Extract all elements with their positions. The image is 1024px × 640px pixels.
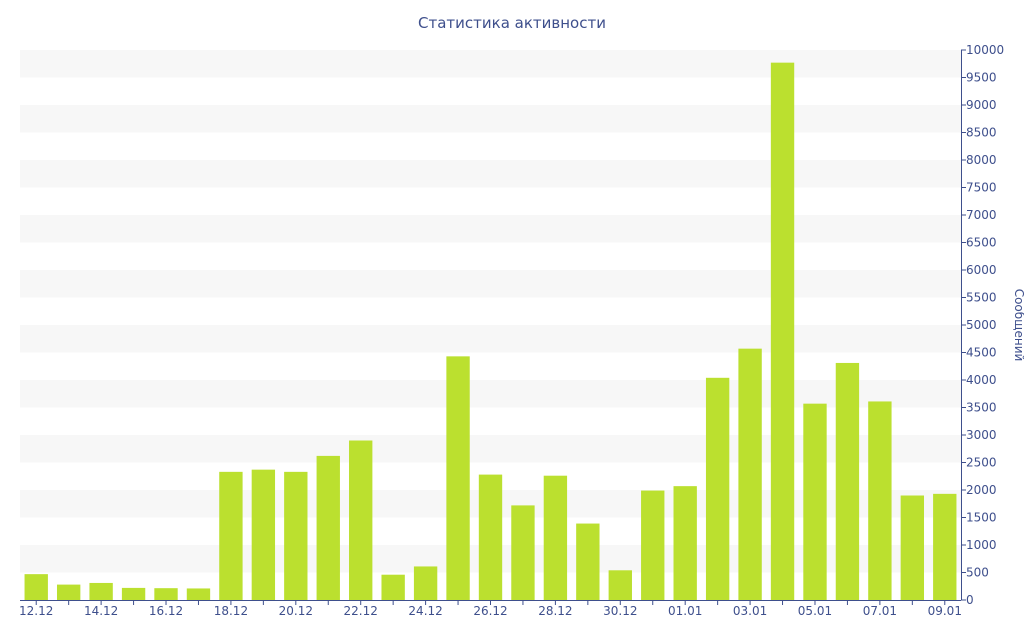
y-axis-title: Сообщений [1012,289,1024,362]
x-tick-label: 05.01 [798,604,832,618]
bar-06.01 [835,362,860,600]
bar-01.01 [673,486,697,600]
bar-17.12 [186,588,211,600]
y-tick-label: 6000 [966,263,997,277]
x-tick-label: 14.12 [84,604,118,618]
x-tick-label: 03.01 [733,604,767,618]
x-tick-label: 12.12 [19,604,53,618]
y-tick-label: 1500 [966,511,997,525]
bar-30.12 [608,570,632,600]
x-tick-label: 18.12 [214,604,248,618]
x-tick-label: 07.01 [863,604,897,618]
bar-26.12 [478,474,503,600]
bar-20.12 [284,471,308,600]
y-tick-label: 3500 [966,401,997,415]
bar-21.12 [316,455,340,600]
y-tick-label: 2000 [966,483,997,497]
bar-02.01 [705,377,730,600]
y-tick-label: 500 [966,566,989,580]
bar-07.01 [868,401,892,600]
y-tick-label: 9500 [966,71,997,85]
x-tick-label: 16.12 [149,604,183,618]
bar-09.01 [933,493,957,600]
y-tick-label: 3000 [966,428,997,442]
bar-03.01 [738,348,762,600]
bar-13.12 [56,584,81,600]
y-tick-label: 10000 [966,43,1004,57]
x-tick-label: 01.01 [668,604,702,618]
bar-15.12 [121,587,146,600]
y-tick-label: 8000 [966,153,997,167]
y-tick-label: 4500 [966,346,997,360]
bar-25.12 [446,356,470,600]
y-tick-label: 4000 [966,373,997,387]
grid-band [20,50,961,78]
y-tick-label: 6500 [966,236,997,250]
y-tick-label: 2500 [966,456,997,470]
bar-28.12 [543,475,568,600]
bar-14.12 [89,582,113,600]
bar-23.12 [381,574,405,600]
y-tick-label: 8500 [966,126,997,140]
y-tick-label: 7500 [966,181,997,195]
grid-band [20,215,961,243]
x-tick-label: 24.12 [408,604,442,618]
bar-31.12 [641,490,665,600]
grid-band [20,380,961,408]
bar-05.01 [803,403,827,600]
x-tick-label: 28.12 [538,604,572,618]
bar-22.12 [349,440,373,600]
y-tick-label: 7000 [966,208,997,222]
y-tick-label: 1000 [966,538,997,552]
y-tick-label: 9000 [966,98,997,112]
bar-19.12 [251,469,276,600]
y-tick-label: 5000 [966,318,997,332]
bar-08.01 [900,495,925,600]
grid-band [20,270,961,298]
grid-band [20,105,961,133]
x-tick-label: 30.12 [603,604,637,618]
bar-18.12 [219,471,243,600]
bar-24.12 [413,566,438,600]
bar-12.12 [24,574,48,600]
x-tick-label: 09.01 [928,604,962,618]
x-tick-label: 26.12 [473,604,507,618]
grid-band [20,325,961,353]
x-tick-label: 20.12 [279,604,313,618]
grid-band [20,160,961,188]
chart-title: Статистика активности [418,14,606,32]
y-tick-label: 5500 [966,291,997,305]
bar-16.12 [154,588,178,600]
x-tick-label: 22.12 [344,604,378,618]
bar-27.12 [511,505,535,600]
bar-04.01 [770,62,795,600]
bar-29.12 [576,523,600,600]
y-tick-label: 0 [966,593,974,607]
